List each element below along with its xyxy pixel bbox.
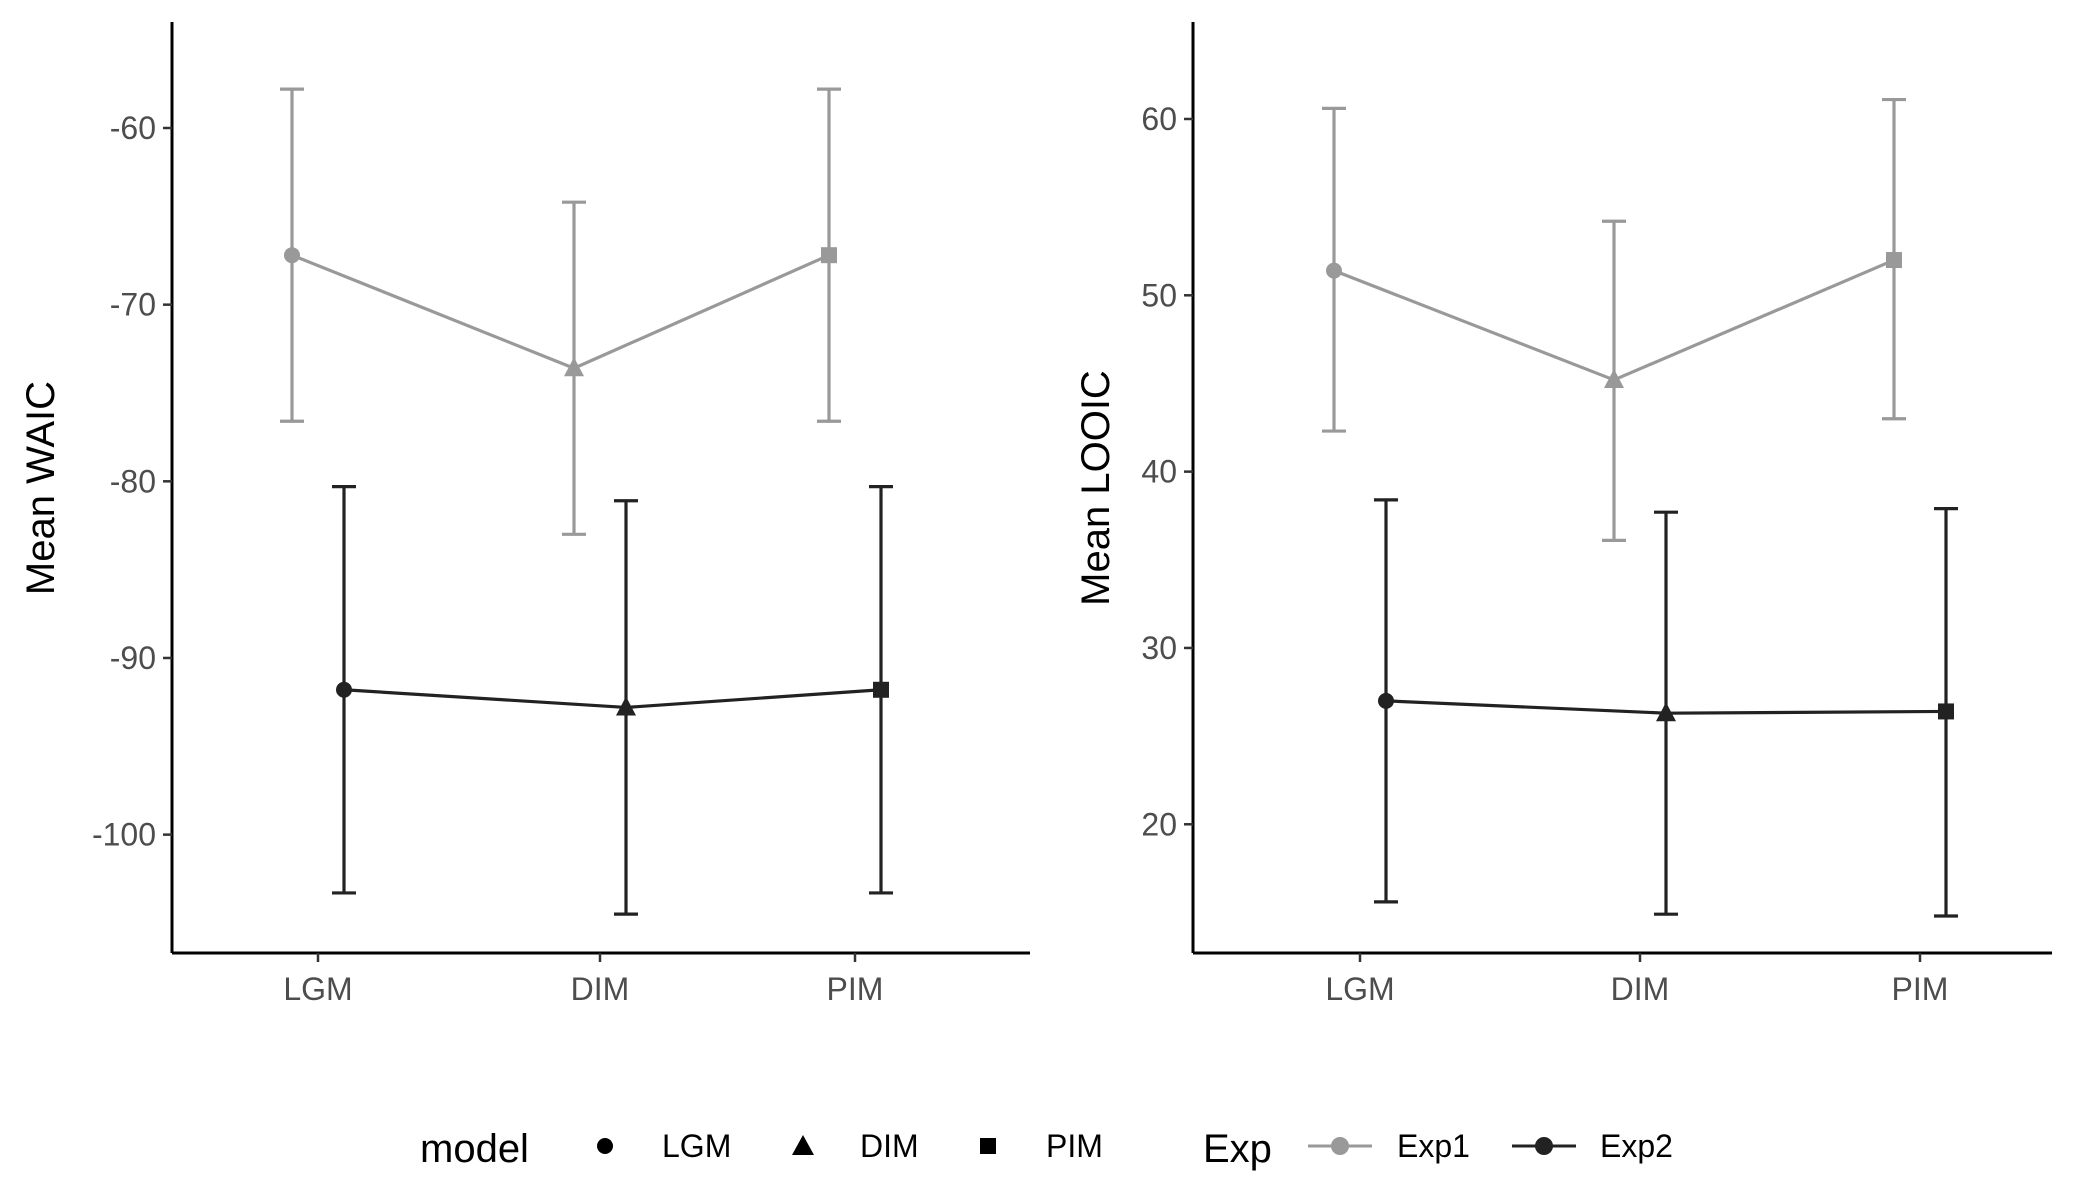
legend-exp-label-exp2: Exp2: [1600, 1128, 1673, 1164]
waic-exp2-pim-point: [873, 681, 889, 698]
looic-y-tick-label-4: 20: [1141, 806, 1177, 842]
waic-x-ticks: LGM DIM PIM: [283, 953, 883, 1007]
legend-model-label-lgm: LGM: [662, 1128, 731, 1164]
looic-x-tick-label-2: PIM: [1892, 971, 1949, 1007]
waic-y-ticks: -60 -70 -80 -90 -100: [92, 110, 172, 853]
waic-x-tick-label-1: DIM: [571, 971, 630, 1007]
looic-x-tick-label-1: DIM: [1611, 971, 1670, 1007]
looic-exp2-dim-point: [1656, 702, 1676, 722]
legend: model LGM DIM PIM Exp Exp1 Exp2: [420, 1127, 1673, 1171]
looic-plot-marks: [1322, 97, 1958, 918]
looic-exp2-pim-point: [1938, 703, 1954, 720]
legend-lgm-circle-icon: [597, 1138, 613, 1154]
waic-x-tick-label-2: PIM: [827, 971, 884, 1007]
waic-y-tick-label-2: -80: [110, 463, 156, 499]
looic-exp1-pim-point: [1886, 252, 1902, 269]
waic-y-tick-label-1: -70: [110, 287, 156, 323]
waic-x-tick-label-0: LGM: [283, 971, 352, 1007]
looic-y-tick-label-2: 40: [1141, 454, 1177, 490]
looic-y-tick-label-3: 30: [1141, 630, 1177, 666]
waic-y-tick-label-0: -60: [110, 110, 156, 146]
looic-x-ticks: LGM DIM PIM: [1325, 953, 1948, 1007]
looic-y-axis-title: Mean LOOIC: [1074, 370, 1118, 606]
looic-y-tick-label-0: 60: [1141, 101, 1177, 137]
looic-exp1-dim-point: [1604, 368, 1624, 388]
legend-dim-triangle-icon: [792, 1135, 814, 1155]
waic-y-axis-title: Mean WAIC: [19, 381, 63, 595]
waic-exp1-dim-point: [564, 357, 584, 377]
looic-panel: 60 50 40 30 20 LGM DIM PIM Mean LOOIC: [1074, 22, 2052, 1007]
legend-pim-square-icon: [980, 1138, 996, 1154]
waic-exp1-pim-point: [821, 247, 837, 264]
looic-y-ticks: 60 50 40 30 20: [1141, 101, 1193, 842]
waic-y-tick-label-4: -100: [92, 817, 156, 853]
legend-exp1-point-icon: [1331, 1137, 1349, 1155]
legend-model-label-dim: DIM: [860, 1128, 919, 1164]
looic-x-tick-label-0: LGM: [1325, 971, 1394, 1007]
legend-model-title: model: [420, 1127, 529, 1171]
waic-y-tick-label-3: -90: [110, 640, 156, 676]
legend-exp-label-exp1: Exp1: [1397, 1128, 1470, 1164]
looic-exp1-lgm-point: [1326, 262, 1342, 279]
looic-y-tick-label-1: 50: [1141, 277, 1177, 313]
legend-exp2-point-icon: [1535, 1137, 1553, 1155]
waic-exp1-lgm-point: [284, 247, 300, 264]
waic-plot-marks: [280, 87, 893, 916]
waic-panel: -60 -70 -80 -90 -100 LGM DIM PIM Mean WAIC: [19, 22, 1030, 1007]
legend-exp-title: Exp: [1203, 1127, 1272, 1171]
looic-exp2-lgm-point: [1378, 692, 1394, 709]
waic-exp2-lgm-point: [336, 681, 352, 698]
legend-model-label-pim: PIM: [1046, 1128, 1103, 1164]
waic-exp2-dim-point: [616, 696, 636, 716]
